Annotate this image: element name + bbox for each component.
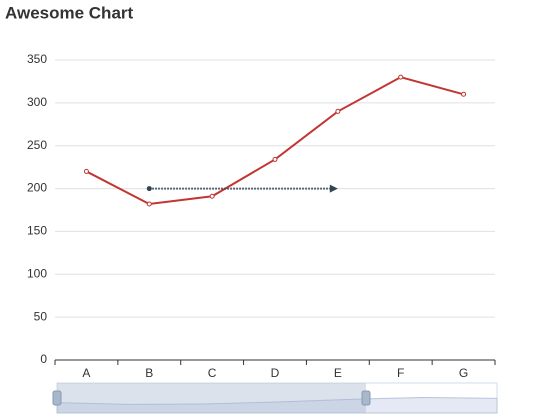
- point: [209, 193, 215, 199]
- x-tick-label: C: [208, 366, 217, 380]
- zoom-group: [56, 396, 498, 414]
- y-tick-label: 100: [27, 266, 47, 280]
- point: [272, 156, 278, 162]
- zoom-selection[interactable]: [57, 383, 366, 413]
- point: [398, 74, 404, 80]
- y-tick-label: 300: [27, 95, 47, 109]
- zoom-handle[interactable]: [52, 390, 62, 406]
- y-tick-label: 150: [27, 224, 47, 238]
- x-tick-label: B: [145, 366, 153, 380]
- x-tick-label: A: [82, 366, 90, 380]
- zoom-shadow: [56, 396, 498, 414]
- y-tick-label: 350: [27, 52, 47, 66]
- chart-title: Awesome Chart: [5, 3, 134, 22]
- y-tick-label: 250: [27, 138, 47, 152]
- zoom-handle[interactable]: [361, 390, 371, 406]
- mark-line-arrow: [329, 184, 338, 193]
- line: [85, 76, 464, 206]
- point: [83, 168, 89, 174]
- y-tick-label: 200: [27, 181, 47, 195]
- mark-line-start: [146, 186, 152, 192]
- y-tick-label: 0: [40, 352, 47, 366]
- point: [146, 201, 152, 207]
- point: [335, 108, 341, 114]
- x-tick-label: D: [271, 366, 280, 380]
- point: [461, 91, 467, 97]
- x-tick-label: G: [459, 366, 468, 380]
- x-tick-label: F: [397, 366, 404, 380]
- y-tick-label: 50: [34, 309, 48, 323]
- x-tick-label: E: [334, 366, 342, 380]
